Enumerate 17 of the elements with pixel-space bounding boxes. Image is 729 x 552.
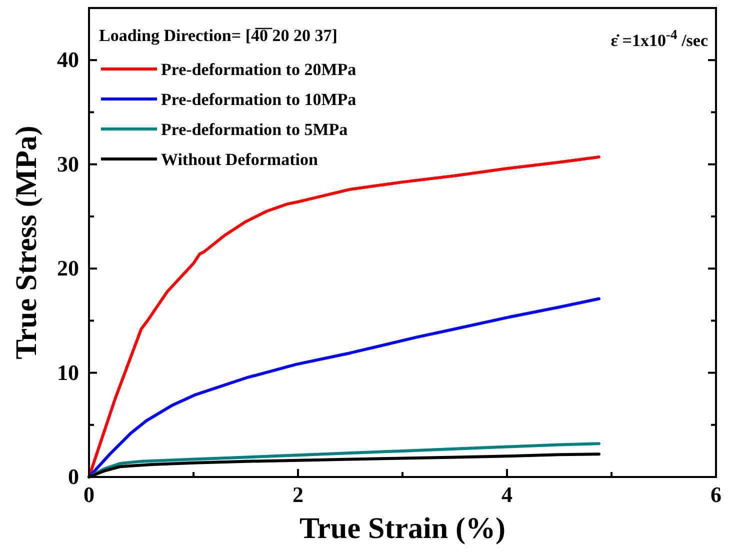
- y-axis-title: True Stress (MPa): [10, 126, 43, 360]
- legend-label: Without Deformation: [161, 150, 318, 169]
- y-tick-label: 10: [57, 360, 79, 385]
- y-tick-label: 20: [57, 256, 79, 281]
- legend-label: Pre-deformation to 20MPa: [161, 60, 357, 79]
- y-tick-label: 40: [57, 47, 79, 72]
- x-tick-label: 6: [710, 482, 722, 507]
- annotation: ε̇ =1x10$^{-4}$ /sec: [610, 26, 708, 50]
- x-tick-label: 0: [84, 482, 94, 507]
- y-tick-label: 0: [68, 464, 79, 489]
- legend-label: Pre-deformation to 10MPa: [161, 90, 357, 109]
- legend-title: Loading Direction= [4̅0̅ 20 20 37]: [99, 26, 338, 45]
- y-tick-label: 30: [57, 151, 79, 176]
- legend-label: Pre-deformation to 5MPa: [161, 120, 348, 139]
- x-axis-title: True Strain (%): [299, 512, 506, 545]
- x-tick-label: 4: [502, 482, 512, 507]
- x-tick-label: 2: [292, 482, 304, 507]
